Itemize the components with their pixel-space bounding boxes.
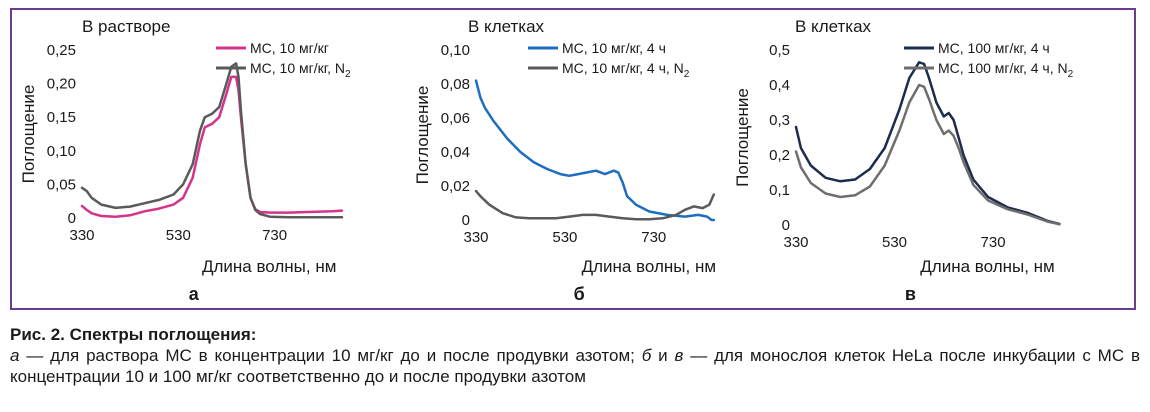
figure-caption-title: Рис. 2. Спектры поглощения: [10,325,257,344]
panel-label: в [905,284,916,304]
chart-title: В клетках [795,17,872,36]
panel-label: а [189,284,200,304]
x-tick-label: 530 [882,234,907,251]
y-tick-label: 0 [782,217,790,234]
legend-subscript: 2 [345,69,351,80]
y-tick-label: 0,4 [769,77,790,94]
y-axis-label: Поглощение [413,86,432,185]
y-tick-label: 0,5 [769,42,790,59]
x-tick-label: 330 [69,227,94,244]
legend-label: МС, 10 мг/кг, 4 ч, N [562,60,684,76]
legend-entry: МС, 10 мг/кг [250,40,329,56]
y-tick-label: 0 [68,210,76,227]
y-tick-label: 0,02 [441,178,470,195]
y-tick-label: 0,04 [441,144,470,161]
series-line [474,79,716,222]
y-tick-label: 0,2 [769,147,790,164]
y-tick-label: 0,05 [47,176,76,193]
x-axis-label: Длина волны, нм [582,257,716,276]
legend-entry: МС, 10 мг/кг, N2 [250,60,351,80]
legend-label: МС, 10 мг/кг, N [250,60,345,76]
caption-part: б [641,346,652,365]
y-tick-label: 0,06 [441,110,470,127]
chart-title: В клетках [468,17,545,36]
x-tick-label: 730 [641,229,666,246]
legend-entry: МС, 10 мг/кг, 4 ч, N2 [562,60,690,80]
legend-label: МС, 100 мг/кг, 4 ч [938,40,1050,56]
y-tick-label: 0,10 [47,143,76,160]
legend-label: МС, 10 мг/кг [250,40,329,56]
caption-part: — для раствора МС в концентрации 10 мг/к… [19,346,642,365]
y-tick-label: 0,25 [47,42,76,59]
series-line [474,189,716,221]
series-line [794,83,1061,226]
chart-title: В растворе [82,17,170,36]
series-line [80,62,344,219]
y-axis-label: Поглощение [733,88,752,187]
x-tick-label: 730 [262,227,287,244]
x-axis-label: Длина волны, нм [920,257,1054,276]
x-tick-label: 530 [166,227,191,244]
series-line [794,61,1061,226]
caption-part: в [674,346,684,365]
x-axis-label: Длина волны, нм [202,257,336,276]
y-tick-label: 0,1 [769,182,790,199]
y-tick-label: 0,3 [769,112,790,129]
caption-part: а [10,346,20,365]
legend-label: МС, 100 мг/кг, 4 ч, N [938,60,1068,76]
caption-part: — для монослоя клеток HeLa после инкубац… [10,346,1140,386]
legend-subscript: 2 [684,69,690,80]
panel-label: б [574,284,585,304]
x-tick-label: 330 [463,229,488,246]
y-tick-label: 0,15 [47,109,76,126]
legend-subscript: 2 [1068,69,1074,80]
legend-entry: МС, 100 мг/кг, 4 ч [938,40,1050,56]
y-axis-label: Поглощение [19,85,38,184]
x-tick-label: 530 [552,229,577,246]
series-line [80,75,344,218]
legend-label: МС, 10 мг/кг, 4 ч [562,40,666,56]
y-tick-label: 0 [462,212,470,229]
y-tick-label: 0,20 [47,76,76,93]
caption-part: и [651,346,675,365]
legend-entry: МС, 100 мг/кг, 4 ч, N2 [938,60,1074,80]
x-tick-label: 330 [783,234,808,251]
y-tick-label: 0,08 [441,76,470,93]
y-tick-label: 0,10 [441,42,470,59]
legend-entry: МС, 10 мг/кг, 4 ч [562,40,666,56]
figure-frame [10,8,1136,310]
figure-caption-text: а — для раствора МС в концентрации 10 мг… [10,345,1140,387]
x-tick-label: 730 [981,234,1006,251]
